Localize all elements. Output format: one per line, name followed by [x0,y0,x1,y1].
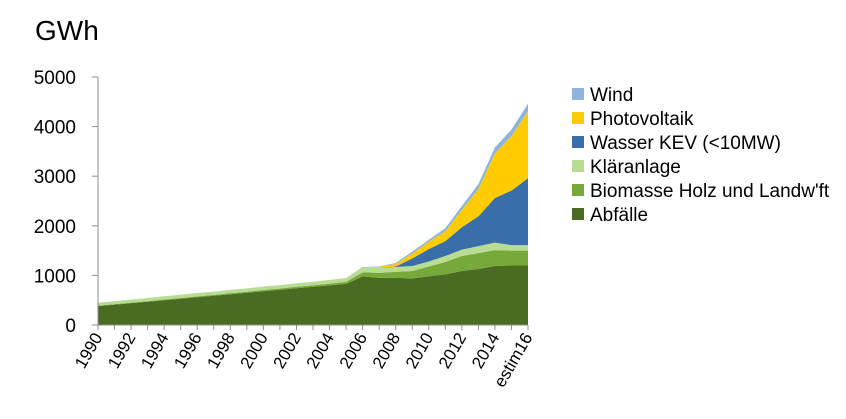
legend-label-wasser-kev-10mw: Wasser KEV (<10MW) [590,133,781,154]
area-abf-lle [98,265,528,325]
y-tick-label: 4000 [34,118,76,139]
x-tick-label: 2002 [270,330,305,372]
x-tick-label: 2010 [402,330,437,372]
y-tick-label: 3000 [34,167,76,188]
x-tick-label: 1992 [104,330,139,372]
legend-swatch-photovoltaik [572,112,584,124]
legend-swatch-wasser-kev-10mw [572,136,584,148]
x-tick-label: 2012 [435,330,470,372]
legend-label-wind: Wind [590,85,633,106]
legend-swatch-wind [572,88,584,100]
chart-legend: Wind Photovoltaik Wasser KEV (<10MW) Kläran… [572,85,830,226]
area-layer [98,103,528,325]
legend-label-photovoltaik: Photovoltaik [590,109,694,130]
legend-swatch-abf-lle [572,208,584,220]
y-tick-label: 5000 [34,68,76,89]
x-tick-label: 2004 [303,330,338,372]
legend-label-abf-lle: Abfälle [590,205,648,226]
x-tick-label: 2008 [369,330,404,372]
legend-label-biomasse-holz-und-landw-ft: Biomasse Holz und Landw'ft [590,181,830,202]
legend-label-kl-ranlage: Kläranlage [590,157,681,178]
y-tick-label: 2000 [34,217,76,238]
x-tick-label: 1994 [137,330,172,372]
area-biomasse-holz-und-landw-ft [98,250,528,307]
x-tick-label: 1990 [71,330,106,372]
y-tick-label: 0 [65,316,76,337]
x-tick-label: 2014 [468,330,503,372]
y-tick-label: 1000 [34,266,76,287]
x-tick-label: 2000 [236,330,271,372]
area-kl-ranlage [98,242,528,306]
x-tick-label: 2006 [336,330,371,372]
x-tick-label: 1998 [203,330,238,372]
legend-swatch-biomasse-holz-und-landw-ft [572,184,584,196]
x-tick-labels: 1990199219941996199820002002200420062008… [71,330,536,391]
y-tick-labels: 0 1000 2000 3000 4000 5000 [34,68,76,337]
legend-swatch-kl-ranlage [572,160,584,172]
x-tick-label: 1996 [170,330,205,372]
axes-layer [92,76,529,330]
y-unit-label: GWh [35,15,99,46]
